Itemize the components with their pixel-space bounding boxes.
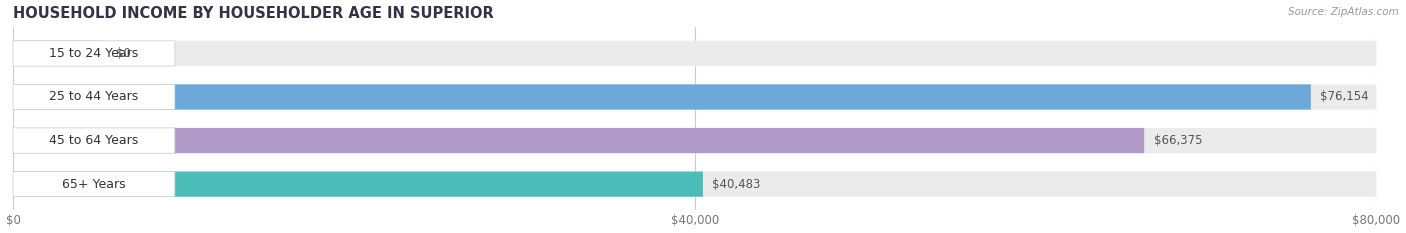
FancyBboxPatch shape — [13, 84, 1310, 110]
Text: $76,154: $76,154 — [1320, 90, 1369, 103]
Text: $40,483: $40,483 — [713, 178, 761, 191]
Text: 15 to 24 Years: 15 to 24 Years — [49, 47, 139, 60]
FancyBboxPatch shape — [13, 128, 174, 153]
FancyBboxPatch shape — [13, 41, 174, 66]
FancyBboxPatch shape — [13, 41, 103, 66]
FancyBboxPatch shape — [13, 84, 1376, 110]
FancyBboxPatch shape — [13, 171, 174, 197]
FancyBboxPatch shape — [13, 128, 1376, 153]
Text: $66,375: $66,375 — [1154, 134, 1202, 147]
Text: 45 to 64 Years: 45 to 64 Years — [49, 134, 139, 147]
Text: 65+ Years: 65+ Years — [62, 178, 125, 191]
FancyBboxPatch shape — [13, 171, 1376, 197]
Text: Source: ZipAtlas.com: Source: ZipAtlas.com — [1288, 7, 1399, 17]
Text: $0: $0 — [115, 47, 131, 60]
FancyBboxPatch shape — [13, 84, 174, 110]
Text: 25 to 44 Years: 25 to 44 Years — [49, 90, 139, 103]
Text: HOUSEHOLD INCOME BY HOUSEHOLDER AGE IN SUPERIOR: HOUSEHOLD INCOME BY HOUSEHOLDER AGE IN S… — [13, 6, 494, 21]
FancyBboxPatch shape — [13, 128, 1144, 153]
FancyBboxPatch shape — [13, 41, 1376, 66]
FancyBboxPatch shape — [13, 171, 703, 197]
